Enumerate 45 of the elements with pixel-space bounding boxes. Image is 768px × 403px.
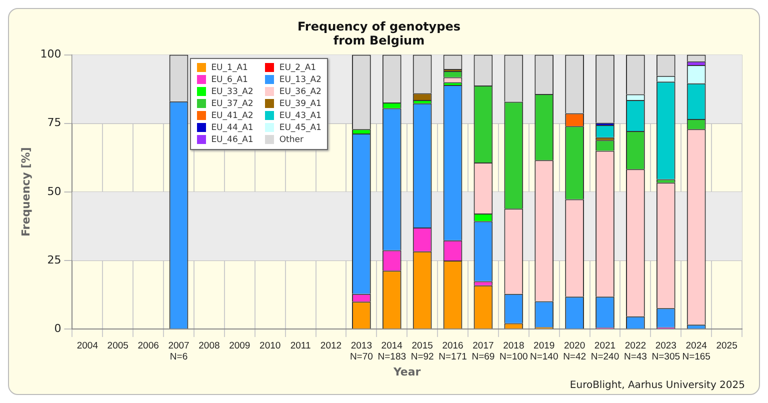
legend-label: EU_45_A1 [279, 122, 322, 133]
legend-label: EU_37_A2 [211, 98, 254, 109]
x-tick-label: 2006 [138, 340, 159, 352]
y-tick-label: 0 [54, 322, 62, 335]
x-tick-label: 2004 [76, 340, 98, 352]
x-tick-label: 2005 [107, 340, 128, 352]
x-tick-label: 2019 N=140 [530, 340, 558, 363]
y-tick-label: 100 [40, 48, 62, 61]
x-tick-label: 2018 N=100 [500, 340, 528, 363]
legend-label: EU_13_A2 [279, 74, 322, 85]
x-tick-label: 2012 [320, 340, 342, 352]
x-tick-label: 2021 N=240 [590, 340, 620, 363]
x-tick-label: 2023 N=305 [652, 340, 680, 363]
legend-label: EU_33_A2 [211, 86, 254, 97]
x-tick-label: 2025 [716, 340, 738, 352]
legend-label: EU_36_A2 [279, 86, 322, 97]
x-axis-title: Year [392, 365, 422, 378]
legend-label: EU_2_A1 [279, 62, 316, 73]
x-tick-label: 2024 N=165 [682, 340, 710, 363]
y-axis-title: Frequency [%] [19, 147, 32, 237]
x-tick-label: 2014 N=183 [378, 340, 406, 363]
x-tick-label: 2008 [198, 340, 220, 352]
x-tick-label: 2013 N=70 [350, 340, 373, 363]
x-tick-label: 2011 [290, 340, 311, 352]
x-tick-label: 2007 N=6 [168, 340, 190, 363]
y-tick-label: 50 [47, 184, 62, 198]
text: EuroBlight, Aarhus University 2025 [570, 380, 745, 391]
legend-label: EU_6_A1 [211, 74, 248, 85]
legend-label: EU_46_A1 [211, 134, 254, 145]
x-tick-label: 2022 N=43 [624, 340, 647, 363]
x-tick-label: 2009 [229, 340, 250, 352]
legend-label: EU_43_A1 [279, 110, 322, 121]
y-tick-label: 75 [47, 116, 62, 130]
chart-title: Frequency of genotypes from Belgium [297, 19, 461, 48]
x-tick-label: 2017 N=69 [472, 340, 495, 363]
legend-label: Other [279, 134, 304, 145]
y-tick-label: 25 [47, 253, 62, 266]
legend-label: EU_1_A1 [211, 62, 248, 73]
x-tick-label: 2016 N=171 [438, 340, 467, 363]
legend-label: EU_41_A2 [211, 110, 254, 121]
legend-label: EU_39_A1 [279, 98, 322, 109]
x-tick-label: 2015 N=92 [410, 340, 434, 363]
x-tick-label: 2010 [260, 340, 281, 352]
legend-label: EU_44_A1 [211, 122, 254, 133]
x-tick-label: 2020 N=42 [563, 340, 586, 363]
